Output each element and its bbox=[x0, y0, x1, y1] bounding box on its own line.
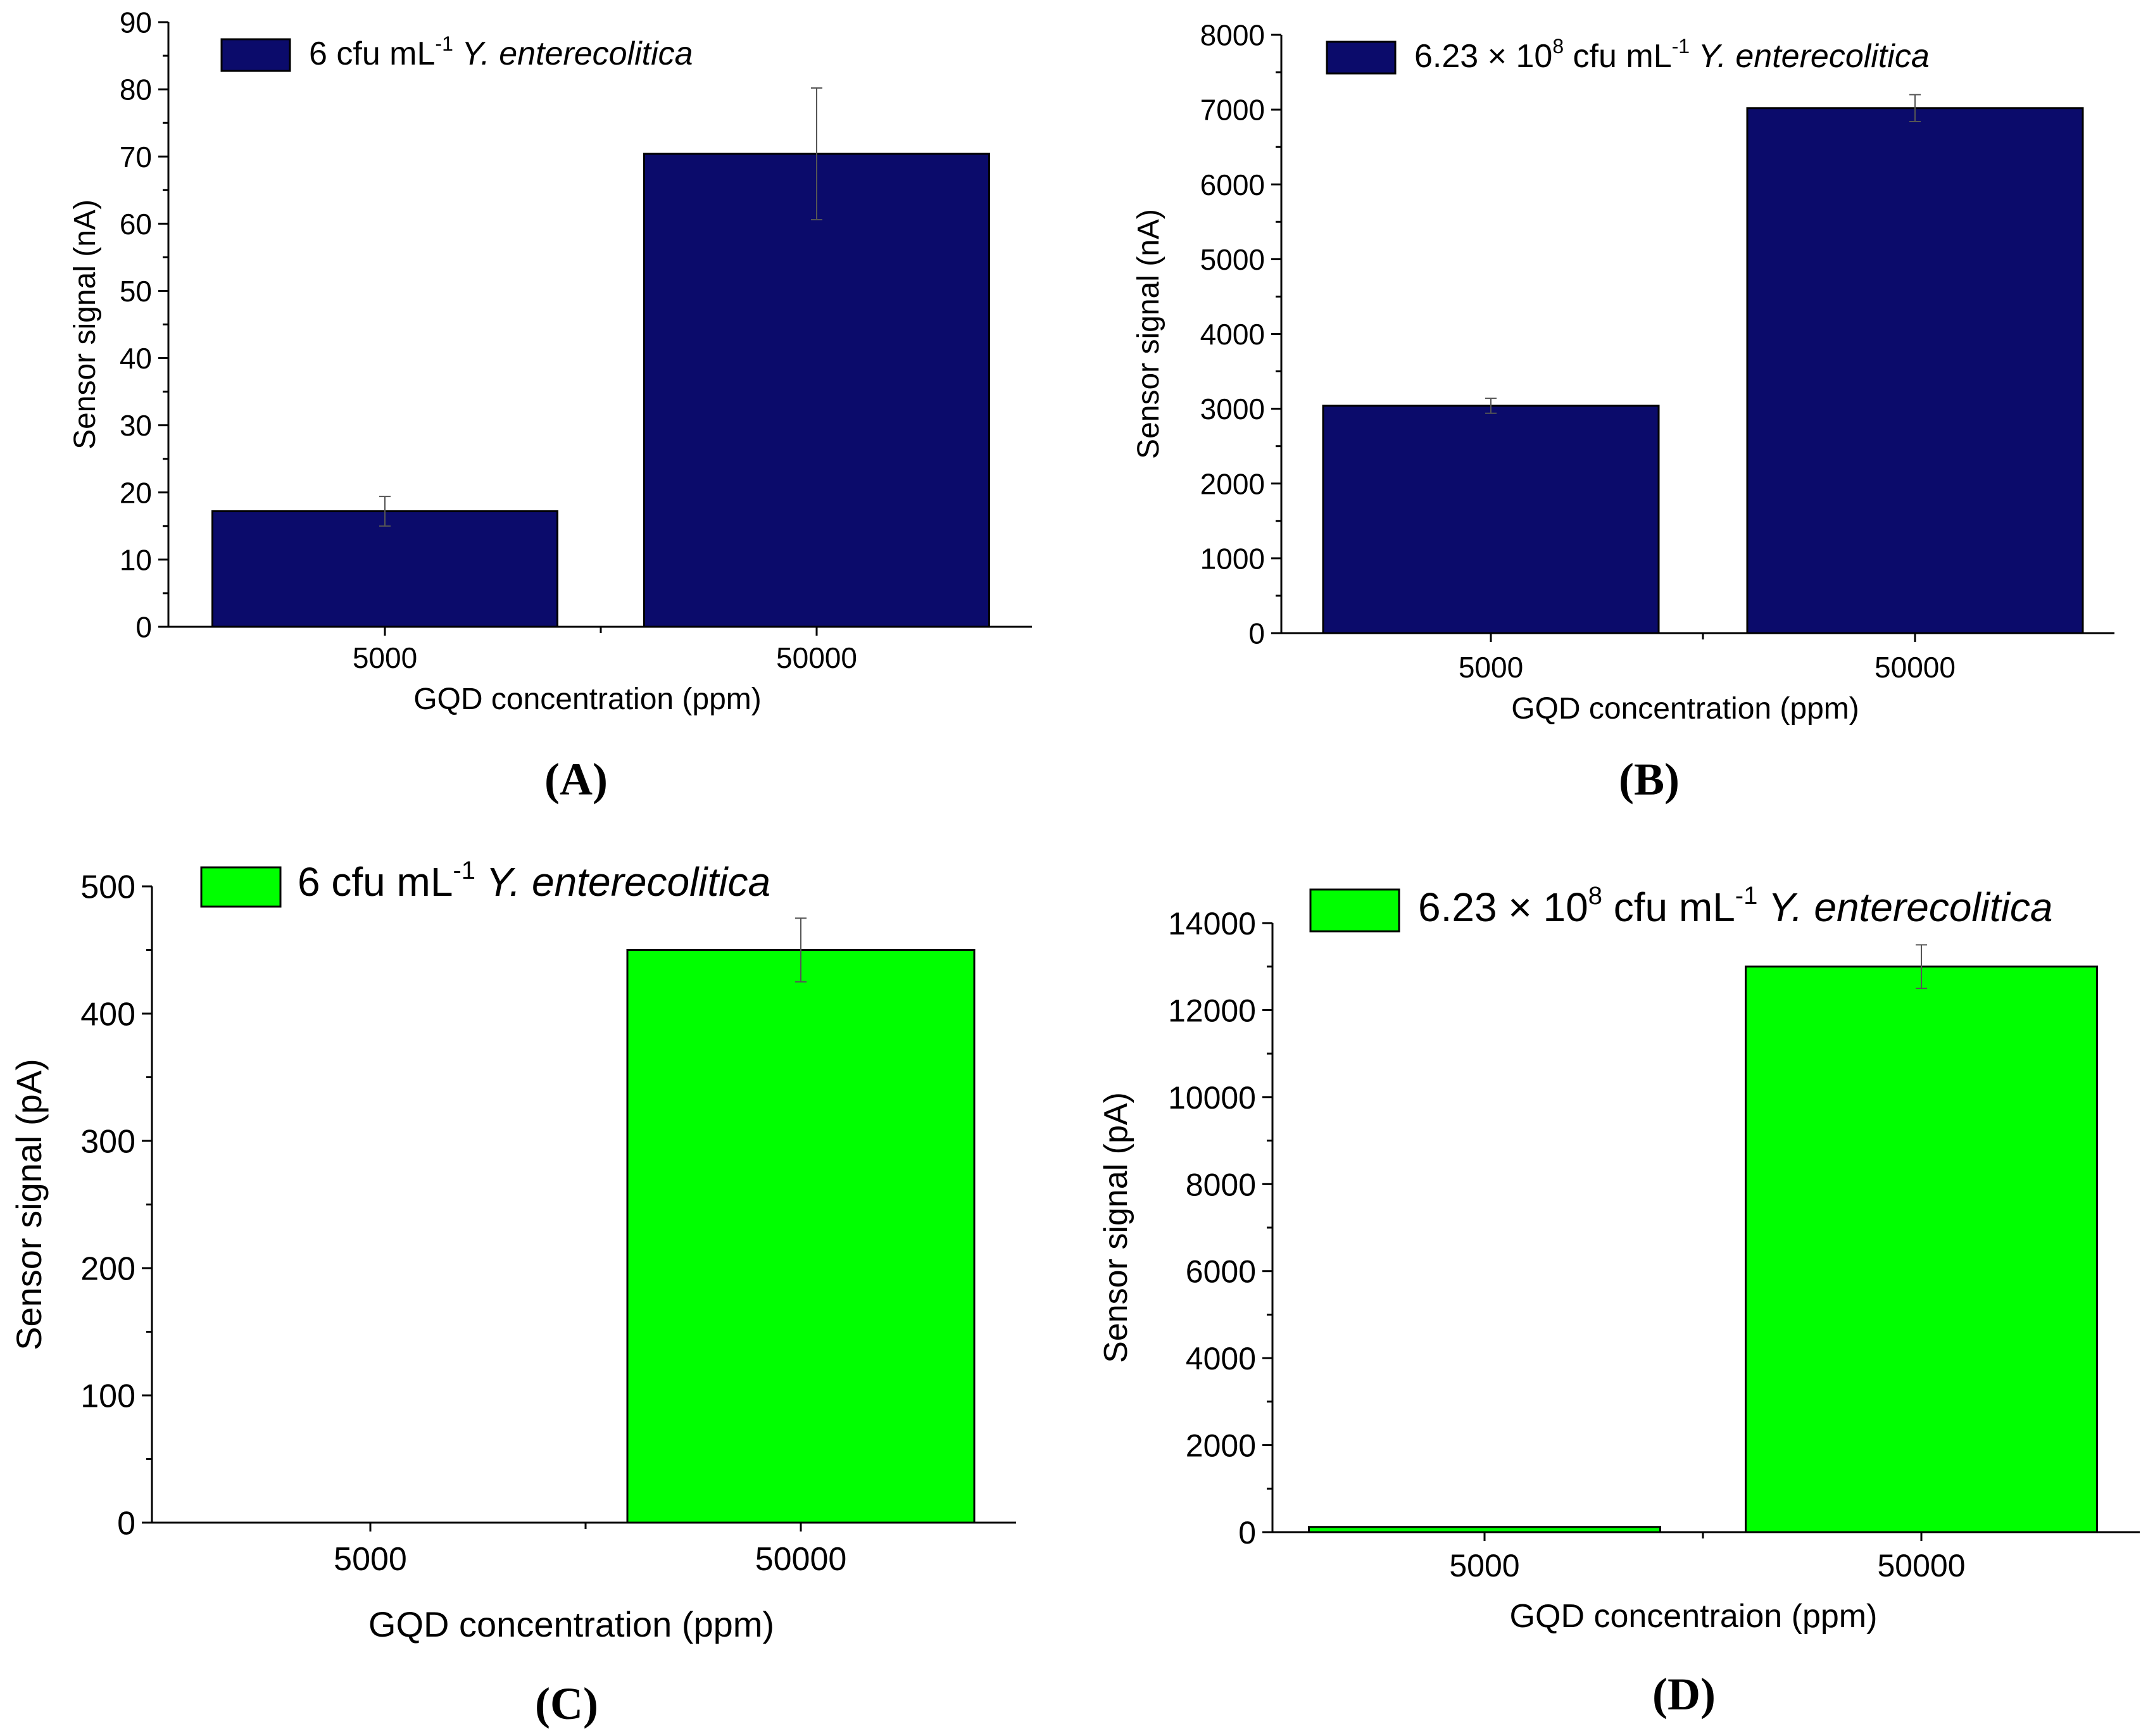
y-tick-label: 10 bbox=[120, 543, 152, 576]
x-tick-label-5000: 5000 bbox=[334, 1541, 407, 1578]
y-tick-label: 12000 bbox=[1168, 993, 1256, 1028]
y-tick-label: 2000 bbox=[1186, 1428, 1256, 1464]
x-tick-label-50000: 50000 bbox=[776, 641, 857, 674]
x-axis-label: GQD concentraion (ppm) bbox=[1510, 1598, 1878, 1635]
legend-label: 6 cfu mL-1 Y. enterecolitica bbox=[298, 857, 770, 905]
y-tick-label: 2000 bbox=[1200, 467, 1265, 500]
y-axis-label: Sensor signal (pA) bbox=[9, 1059, 49, 1350]
bar-50000 bbox=[1745, 965, 2098, 1533]
y-tick-label: 100 bbox=[80, 1378, 135, 1415]
y-tick-label: 50 bbox=[120, 275, 152, 308]
y-tick-label: 0 bbox=[1248, 617, 1265, 650]
panel-label-a: (A) bbox=[544, 754, 608, 805]
y-tick-label: 5000 bbox=[1200, 243, 1265, 276]
y-tick-label: 20 bbox=[120, 476, 152, 509]
legend-swatch bbox=[1326, 41, 1397, 75]
legend-label: 6.23 × 108 cfu mL-1 Y. enterecolitica bbox=[1418, 882, 2052, 930]
y-axis-label: Sensor signal (nA) bbox=[68, 199, 102, 450]
chart-panel-d: 5000 50000 0 2000 4000 6000 8000 10000 12000 1400… bbox=[1098, 882, 2140, 1720]
x-tick-label-5000: 5000 bbox=[1459, 651, 1523, 684]
y-tick-label: 80 bbox=[120, 73, 152, 106]
x-tick-label-5000: 5000 bbox=[353, 641, 417, 674]
bar-5000 bbox=[1322, 405, 1660, 634]
y-tick-label: 200 bbox=[80, 1251, 135, 1288]
x-tick-label-5000: 5000 bbox=[1449, 1548, 1519, 1583]
y-tick-label: 0 bbox=[117, 1506, 135, 1542]
x-tick-label-50000: 50000 bbox=[755, 1541, 847, 1578]
x-axis-label: GQD concentration (ppm) bbox=[368, 1604, 774, 1644]
x-tick-label-50000: 50000 bbox=[1877, 1548, 1965, 1583]
bar-50000 bbox=[643, 153, 990, 628]
y-tick-label: 60 bbox=[120, 208, 152, 241]
legend-swatch bbox=[220, 38, 291, 72]
legend-label: 6.23 × 108 cfu mL-1 Y. enterecolitica bbox=[1414, 35, 1930, 75]
legend-swatch bbox=[200, 866, 282, 908]
x-tick-label-50000: 50000 bbox=[1875, 651, 1956, 684]
y-tick-label: 500 bbox=[80, 869, 135, 906]
legend-swatch bbox=[1309, 888, 1400, 933]
y-tick-label: 6000 bbox=[1186, 1254, 1256, 1290]
y-tick-label: 300 bbox=[80, 1124, 135, 1160]
y-tick-label: 6000 bbox=[1200, 168, 1265, 201]
y-tick-label: 8000 bbox=[1200, 19, 1265, 52]
y-tick-label: 7000 bbox=[1200, 94, 1265, 127]
chart-panel-b: 5000 50000 0 1000 2000 3000 4000 5000 6000 7000 80… bbox=[1132, 19, 2114, 805]
y-tick-label: 8000 bbox=[1186, 1167, 1256, 1202]
y-tick-label: 4000 bbox=[1186, 1341, 1256, 1376]
y-tick-label: 400 bbox=[80, 997, 135, 1033]
bar-50000 bbox=[1746, 107, 2084, 634]
y-tick-label: 10000 bbox=[1168, 1080, 1256, 1116]
y-tick-label: 4000 bbox=[1200, 318, 1265, 351]
x-axis-label: GQD concentration (ppm) bbox=[1511, 692, 1859, 726]
y-axis-label: Sensor signal (pA) bbox=[1098, 1092, 1134, 1363]
y-tick-label: 0 bbox=[1238, 1515, 1256, 1550]
panel-label-c: (C) bbox=[535, 1678, 598, 1729]
chart-panel-c: 5000 50000 0 100 200 300 400 500 GQD concentrati… bbox=[9, 857, 1016, 1729]
y-tick-label: 40 bbox=[120, 342, 152, 375]
chart-panel-a: 5000 50000 0 10 20 30 40 50 60 70 80 90 GQD concentr… bbox=[68, 6, 1032, 805]
bar-50000 bbox=[626, 949, 976, 1524]
y-axis-label: Sensor signal (nA) bbox=[1132, 209, 1165, 459]
legend-label: 6 cfu mL-1 Y. enterecolitica bbox=[309, 32, 693, 72]
y-tick-label: 70 bbox=[120, 141, 152, 173]
panel-label-b: (B) bbox=[1619, 754, 1680, 805]
y-tick-label: 30 bbox=[120, 409, 152, 442]
bar-5000 bbox=[211, 510, 558, 628]
y-tick-label: 90 bbox=[120, 6, 152, 39]
panel-label-d: (D) bbox=[1652, 1669, 1716, 1720]
y-tick-label: 1000 bbox=[1200, 542, 1265, 575]
y-tick-label: 0 bbox=[135, 611, 152, 644]
y-tick-label: 14000 bbox=[1168, 906, 1256, 941]
x-axis-label: GQD concentration (ppm) bbox=[413, 682, 762, 716]
y-tick-label: 3000 bbox=[1200, 393, 1265, 425]
